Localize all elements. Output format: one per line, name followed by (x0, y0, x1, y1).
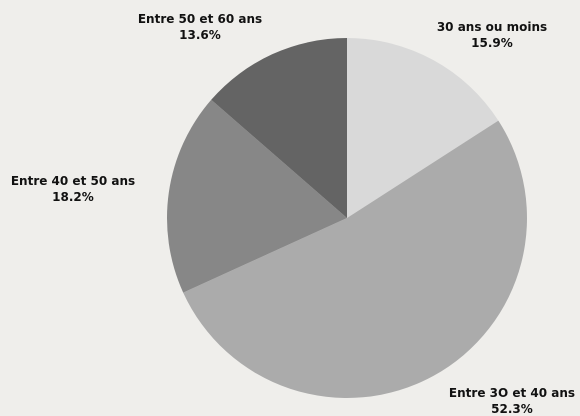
slice-category-label: Entre 40 et 50 ans (11, 174, 135, 188)
slice-value-label: 52.3% (491, 402, 533, 416)
slice-label-entre-40-et-50-ans: Entre 40 et 50 ans 18.2% (11, 174, 135, 204)
pie-slice-30-ans-ou-moins (347, 38, 499, 218)
pie-labels: 30 ans ou moins 15.9% Entre 3O et 40 ans 52… (11, 12, 575, 416)
slice-value-label: 13.6% (179, 28, 221, 42)
slice-value-label: 15.9% (471, 36, 513, 50)
slice-category-label: Entre 3O et 40 ans (449, 386, 575, 400)
slice-label-30-ans-ou-moins: 30 ans ou moins 15.9% (437, 20, 547, 50)
slice-category-label: Entre 50 et 60 ans (138, 12, 262, 26)
slice-label-entre-50-et-60-ans: Entre 50 et 60 ans 13.6% (138, 12, 262, 42)
pie-slice-entre-50-et-60-ans (211, 38, 347, 218)
slice-category-label: 30 ans ou moins (437, 20, 547, 34)
pie-slice-entre-40-et-50-ans (166, 99, 347, 293)
pie-slices (166, 38, 527, 398)
slice-label-entre-3o-et-40-ans: Entre 3O et 40 ans 52.3% (449, 386, 575, 416)
pie-slice-entre-3o-et-40-ans (183, 120, 527, 398)
slice-value-label: 18.2% (52, 190, 94, 204)
